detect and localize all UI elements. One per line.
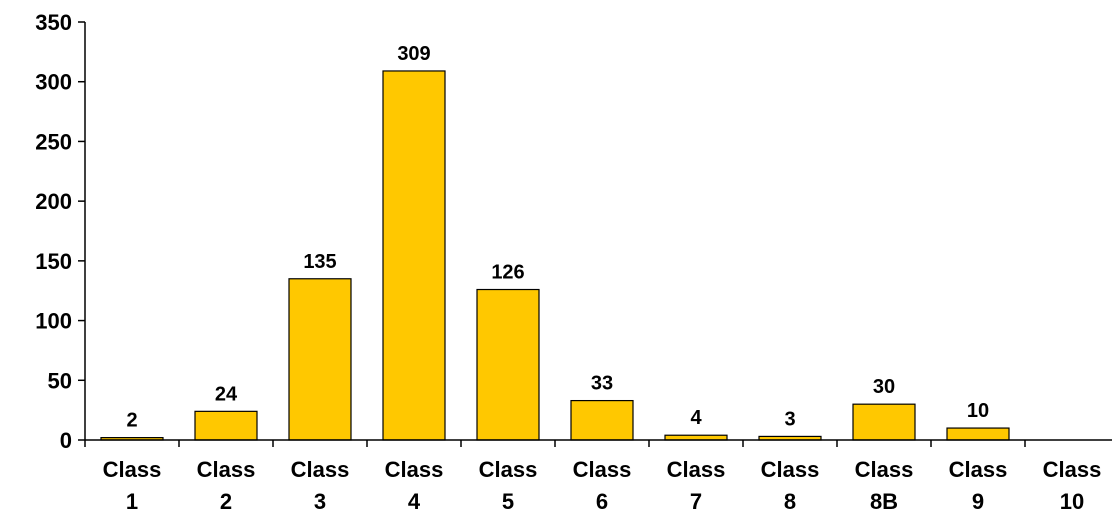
x-tick-label-line2: 8B bbox=[870, 489, 898, 514]
y-axis: 0 50 100 150 200 250 300 350 bbox=[35, 10, 86, 453]
y-tick-label: 250 bbox=[35, 129, 72, 154]
x-tick-label-line1: Class bbox=[197, 457, 256, 482]
data-label: 309 bbox=[397, 43, 430, 65]
data-label: 33 bbox=[591, 373, 613, 395]
x-axis: Class 1 Class 2 Class 3 Class 4 Class 5 Class 6 Clas… bbox=[84, 439, 1112, 514]
x-tick-label-line2: 6 bbox=[596, 489, 608, 514]
x-tick-label-line2: 1 bbox=[126, 489, 138, 514]
x-tick-label-line2: 10 bbox=[1060, 489, 1084, 514]
y-tick-label: 100 bbox=[35, 309, 72, 334]
data-label: 126 bbox=[491, 262, 524, 284]
data-label: 2 bbox=[126, 410, 137, 432]
y-tick-label: 0 bbox=[60, 428, 72, 453]
x-tick-label-line1: Class bbox=[103, 457, 162, 482]
bar bbox=[570, 399, 634, 441]
data-label: 10 bbox=[967, 400, 989, 422]
y-tick-label: 300 bbox=[35, 70, 72, 95]
x-tick-label-line1: Class bbox=[573, 457, 632, 482]
x-tick-label-line1: Class bbox=[855, 457, 914, 482]
x-tick-label-line2: 8 bbox=[784, 489, 796, 514]
bar bbox=[476, 288, 540, 441]
x-tick-label-line2: 9 bbox=[972, 489, 984, 514]
data-label: 30 bbox=[873, 376, 895, 398]
x-tick-label-line2: 3 bbox=[314, 489, 326, 514]
bars bbox=[100, 70, 1010, 441]
data-labels: 2 24 135 309 126 33 4 3 30 10 bbox=[126, 43, 989, 432]
x-tick-label-line1: Class bbox=[949, 457, 1008, 482]
x-tick-label-line1: Class bbox=[1043, 457, 1102, 482]
y-tick-label: 50 bbox=[48, 368, 72, 393]
x-tick-label-line2: 7 bbox=[690, 489, 702, 514]
data-label: 3 bbox=[784, 408, 795, 430]
x-tick-label-line2: 4 bbox=[408, 489, 421, 514]
data-label: 4 bbox=[690, 407, 702, 429]
bar bbox=[194, 410, 258, 441]
x-tick-label-line1: Class bbox=[761, 457, 820, 482]
y-tick-label: 150 bbox=[35, 249, 72, 274]
bar bbox=[946, 427, 1010, 441]
x-tick-label-line1: Class bbox=[385, 457, 444, 482]
bar bbox=[382, 70, 446, 441]
x-tick-label-line1: Class bbox=[291, 457, 350, 482]
data-label: 24 bbox=[215, 383, 238, 405]
data-label: 135 bbox=[303, 251, 336, 273]
x-tick-label-line1: Class bbox=[479, 457, 538, 482]
x-tick-label-line2: 2 bbox=[220, 489, 232, 514]
x-tick-label-line1: Class bbox=[667, 457, 726, 482]
y-tick-label: 350 bbox=[35, 10, 72, 35]
y-tick-label: 200 bbox=[35, 189, 72, 214]
bar bbox=[852, 403, 916, 441]
bar bbox=[288, 278, 352, 441]
x-tick-label-line2: 5 bbox=[502, 489, 514, 514]
